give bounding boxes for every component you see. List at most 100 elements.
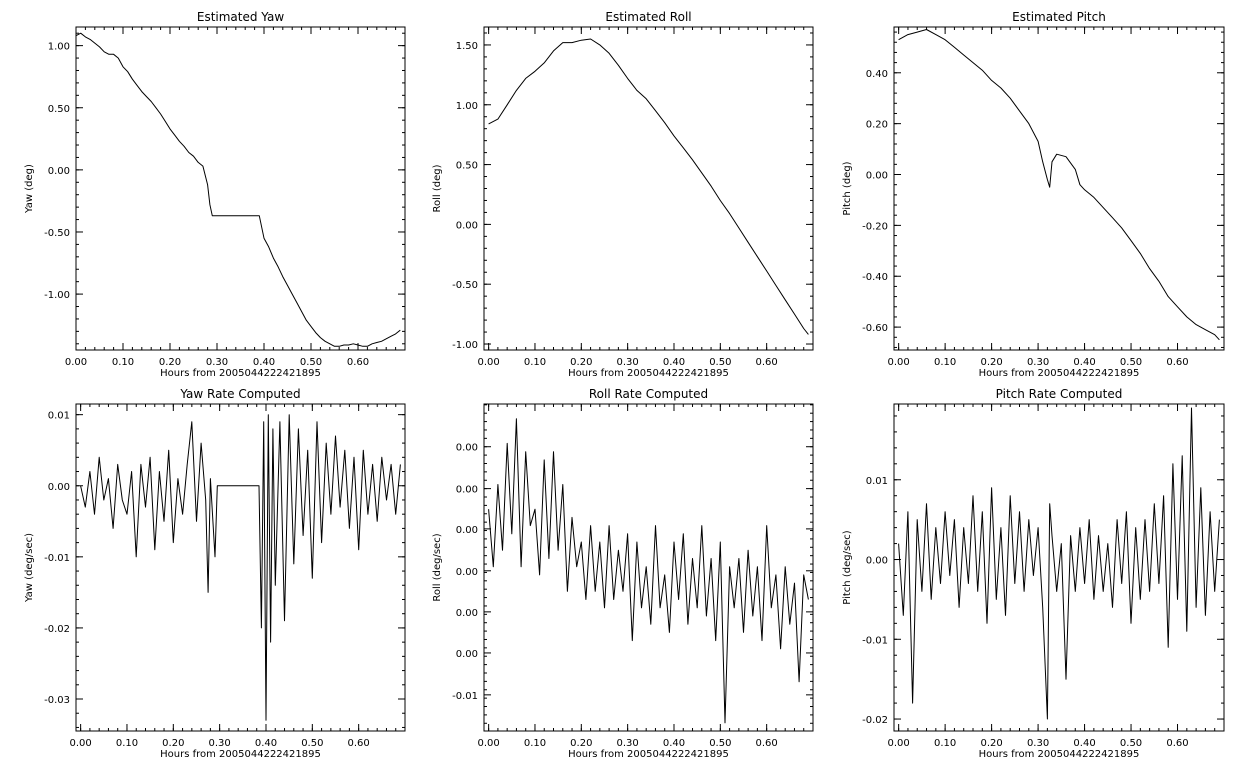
y-tick-label: 1.00 xyxy=(456,101,478,112)
series-line xyxy=(75,32,401,347)
chart-title: Estimated Roll xyxy=(605,10,691,24)
y-tick-label: 0.00 xyxy=(866,171,888,182)
plot-frame xyxy=(483,26,814,351)
y-axis-label: Roll (deg/sec) xyxy=(432,533,443,601)
y-tick-label: 0.40 xyxy=(866,69,888,80)
plot-frame xyxy=(483,403,814,732)
y-tick-label: 0.01 xyxy=(866,476,888,487)
x-tick-label: 0.40 xyxy=(253,357,275,368)
x-tick-label: 0.60 xyxy=(756,357,778,368)
y-tick-label: 0.20 xyxy=(866,120,888,131)
x-axis-label: Hours from 2005044222421895 xyxy=(160,368,321,379)
x-axis-label: Hours from 2005044222421895 xyxy=(979,368,1140,379)
x-tick-label: 0.00 xyxy=(888,738,910,749)
x-tick-label: 0.60 xyxy=(1166,357,1188,368)
plot-frame xyxy=(893,403,1225,732)
x-tick-label: 0.10 xyxy=(524,738,546,749)
y-axis-label: Pitch (deg/sec) xyxy=(842,530,853,605)
y-axis-label: Pitch (deg) xyxy=(842,161,853,215)
y-tick-label: -1.00 xyxy=(44,290,70,301)
x-tick-label: 0.30 xyxy=(1027,357,1049,368)
x-axis-label: Hours from 2005044222421895 xyxy=(568,749,729,760)
y-tick-label: -0.20 xyxy=(862,221,888,232)
y-axis-label: Yaw (deg) xyxy=(24,164,35,214)
x-tick-label: 0.10 xyxy=(524,357,546,368)
y-tick-label: -0.50 xyxy=(452,280,478,291)
x-axis-label: Hours from 2005044222421895 xyxy=(160,749,321,760)
y-tick-label: -0.01 xyxy=(44,553,70,564)
x-tick-label: 0.20 xyxy=(980,357,1002,368)
x-tick-label: 0.30 xyxy=(1027,738,1049,749)
plot-frame xyxy=(75,403,406,732)
plot-frame xyxy=(893,26,1225,351)
x-axis-label: Hours from 2005044222421895 xyxy=(568,368,729,379)
y-tick-label: 0.00 xyxy=(456,567,478,578)
series-line xyxy=(898,29,1220,341)
chart-title: Roll Rate Computed xyxy=(589,387,708,401)
y-tick-label: 1.50 xyxy=(456,41,478,52)
panel-estimated-pitch: 0.00 0.10 0.20 0.30 0.40 0.50 0.60 0.40 0.20 0.00… xyxy=(842,10,1225,379)
x-tick-label: 0.30 xyxy=(209,738,231,749)
y-tick-label: -0.40 xyxy=(862,272,888,283)
y-tick-label: 0.00 xyxy=(456,220,478,231)
x-tick-label: 0.60 xyxy=(1166,738,1188,749)
x-tick-label: 0.60 xyxy=(348,738,370,749)
y-tick-label: -0.50 xyxy=(44,228,70,239)
y-tick-label: 0.00 xyxy=(456,443,478,454)
x-tick-label: 0.30 xyxy=(617,738,639,749)
x-tick-label: 0.00 xyxy=(70,738,92,749)
y-tick-label: -0.03 xyxy=(44,695,70,706)
panel-pitch-rate: 0.00 0.10 0.20 0.30 0.40 0.50 0.60 0.01 0.00 -0.0… xyxy=(842,387,1225,760)
y-tick-label: -1.00 xyxy=(452,340,478,351)
x-tick-label: 0.40 xyxy=(663,357,685,368)
chart-title: Estimated Pitch xyxy=(1012,10,1106,24)
chart-title: Pitch Rate Computed xyxy=(996,387,1123,401)
x-tick-label: 0.60 xyxy=(347,357,369,368)
x-tick-label: 0.30 xyxy=(206,357,228,368)
x-tick-label: 0.00 xyxy=(478,357,500,368)
x-tick-label: 0.20 xyxy=(570,357,592,368)
y-tick-label: -0.02 xyxy=(862,715,888,726)
x-tick-label: 0.40 xyxy=(1073,357,1095,368)
y-tick-label: 0.00 xyxy=(866,556,888,567)
x-axis-label: Hours from 2005044222421895 xyxy=(979,749,1140,760)
y-axis-label: Roll (deg) xyxy=(432,164,443,212)
x-tick-label: 0.20 xyxy=(980,738,1002,749)
plot-frame xyxy=(75,26,406,351)
panel-roll-rate: 0.00 0.10 0.20 0.30 0.40 0.50 0.60 0.00 0.00 0.00… xyxy=(432,387,814,760)
y-tick-label: 1.00 xyxy=(48,42,70,53)
x-tick-label: 0.10 xyxy=(934,738,956,749)
x-tick-label: 0.00 xyxy=(888,357,910,368)
y-tick-label: 0.00 xyxy=(456,525,478,536)
y-tick-label: 0.50 xyxy=(48,104,70,115)
x-tick-label: 0.20 xyxy=(570,738,592,749)
y-tick-label: 0.00 xyxy=(48,482,70,493)
y-tick-label: 0.50 xyxy=(456,161,478,172)
x-tick-label: 0.00 xyxy=(65,357,87,368)
panel-estimated-roll: 0.00 0.10 0.20 0.30 0.40 0.50 0.60 1.50 1.00 0.50… xyxy=(432,10,814,379)
y-axis-label: Yaw (deg/sec) xyxy=(24,533,35,603)
y-tick-label: 0.00 xyxy=(48,166,70,177)
chart-title: Yaw Rate Computed xyxy=(179,387,300,401)
x-tick-label: 0.40 xyxy=(1073,738,1095,749)
y-tick-label: -0.01 xyxy=(862,635,888,646)
series-line xyxy=(80,414,401,721)
x-tick-label: 0.40 xyxy=(255,738,277,749)
x-tick-label: 0.10 xyxy=(112,357,134,368)
series-line xyxy=(488,418,809,724)
x-tick-label: 0.10 xyxy=(116,738,138,749)
y-tick-label: -0.60 xyxy=(862,323,888,334)
x-tick-label: 0.50 xyxy=(1120,738,1142,749)
y-tick-label: 0.00 xyxy=(456,608,478,619)
x-tick-label: 0.50 xyxy=(301,738,323,749)
y-tick-label: 0.00 xyxy=(456,649,478,660)
x-tick-label: 0.50 xyxy=(1120,357,1142,368)
x-tick-label: 0.60 xyxy=(756,738,778,749)
series-line xyxy=(898,407,1220,720)
y-tick-label: -0.02 xyxy=(44,624,70,635)
x-tick-label: 0.50 xyxy=(709,738,731,749)
x-tick-label: 0.00 xyxy=(478,738,500,749)
panel-yaw-rate: 0.00 0.10 0.20 0.30 0.40 0.50 0.60 0.01 0.00 -0.0… xyxy=(24,387,406,760)
panel-estimated-yaw: 0.00 0.10 0.20 0.30 0.40 0.50 0.60 1.00 0.50 0.00… xyxy=(24,10,406,379)
